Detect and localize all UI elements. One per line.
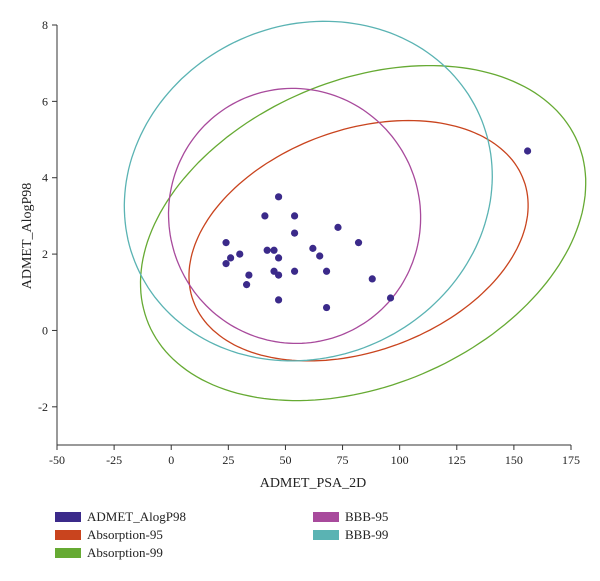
x-tick-label: 175 xyxy=(562,453,580,467)
data-point xyxy=(227,254,235,262)
axis-layer: -50 -25 0 25 50 75 100 125 150 175 -2 0 2 4 6 8 xyxy=(38,18,580,467)
y-tick-label: 0 xyxy=(42,323,48,337)
data-point xyxy=(316,252,324,260)
x-tick-label: 125 xyxy=(448,453,466,467)
ellipse-layer xyxy=(123,20,587,402)
data-point xyxy=(222,260,230,268)
legend-swatch xyxy=(313,530,339,540)
legend-swatch xyxy=(55,512,81,522)
data-point xyxy=(270,246,278,254)
y-tick-label: 2 xyxy=(42,247,48,261)
data-point xyxy=(322,303,331,312)
x-tick-label: 25 xyxy=(222,453,234,467)
y-tick-label: 6 xyxy=(42,94,48,108)
legend-swatch xyxy=(313,512,339,522)
data-point xyxy=(368,275,376,283)
x-tick-label: 50 xyxy=(279,453,291,467)
legend-item-absorption-99[interactable]: Absorption-99 xyxy=(55,545,163,561)
legend-swatch xyxy=(55,548,81,558)
data-point xyxy=(334,223,342,231)
data-point xyxy=(274,193,283,201)
data-point xyxy=(261,212,269,220)
x-tick-label: -25 xyxy=(106,453,122,467)
x-tick-label: 0 xyxy=(168,453,174,467)
legend-label: Absorption-95 xyxy=(87,527,163,542)
ellipse-absorption-95 xyxy=(188,119,529,362)
data-point xyxy=(322,267,331,275)
point-layer xyxy=(222,147,532,312)
ellipse-absorption-99 xyxy=(139,64,587,402)
data-point xyxy=(274,254,283,262)
data-point xyxy=(290,229,299,237)
legend-item-admet-alogp98[interactable]: ADMET_AlogP98 xyxy=(55,509,186,525)
y-tick-label: 4 xyxy=(42,171,48,185)
y-tick-label: 8 xyxy=(42,18,48,32)
legend-item-absorption-95[interactable]: Absorption-95 xyxy=(55,527,163,543)
x-tick-label: -50 xyxy=(49,453,65,467)
y-tick-label: -2 xyxy=(38,400,48,414)
legend-label: ADMET_AlogP98 xyxy=(87,509,186,524)
data-point xyxy=(274,271,283,279)
data-point xyxy=(386,294,395,302)
data-point xyxy=(354,239,363,247)
data-point xyxy=(236,250,244,258)
data-point xyxy=(222,239,230,247)
data-point xyxy=(290,212,299,220)
legend-swatch xyxy=(55,530,81,540)
data-point xyxy=(523,147,532,155)
y-axis-label: ADMET_AlogP98 xyxy=(20,183,35,290)
x-axis-label: ADMET_PSA_2D xyxy=(260,476,367,491)
legend-item-bbb-99[interactable]: BBB-99 xyxy=(313,527,388,543)
x-tick-label: 150 xyxy=(505,453,523,467)
legend-item-bbb-95[interactable]: BBB-95 xyxy=(313,509,388,525)
legend-label: BBB-99 xyxy=(345,527,389,542)
legend-label: BBB-95 xyxy=(345,509,389,524)
data-point xyxy=(274,296,283,304)
data-point xyxy=(309,244,317,252)
data-point xyxy=(263,246,271,254)
ellipse-bbb-99 xyxy=(123,20,493,362)
data-point xyxy=(245,271,253,279)
x-tick-label: 75 xyxy=(337,453,349,467)
data-point xyxy=(290,267,299,275)
x-tick-label: 100 xyxy=(391,453,409,467)
data-point xyxy=(243,281,251,289)
legend-label: Absorption-99 xyxy=(87,545,163,560)
ellipse-bbb-95 xyxy=(167,87,422,345)
